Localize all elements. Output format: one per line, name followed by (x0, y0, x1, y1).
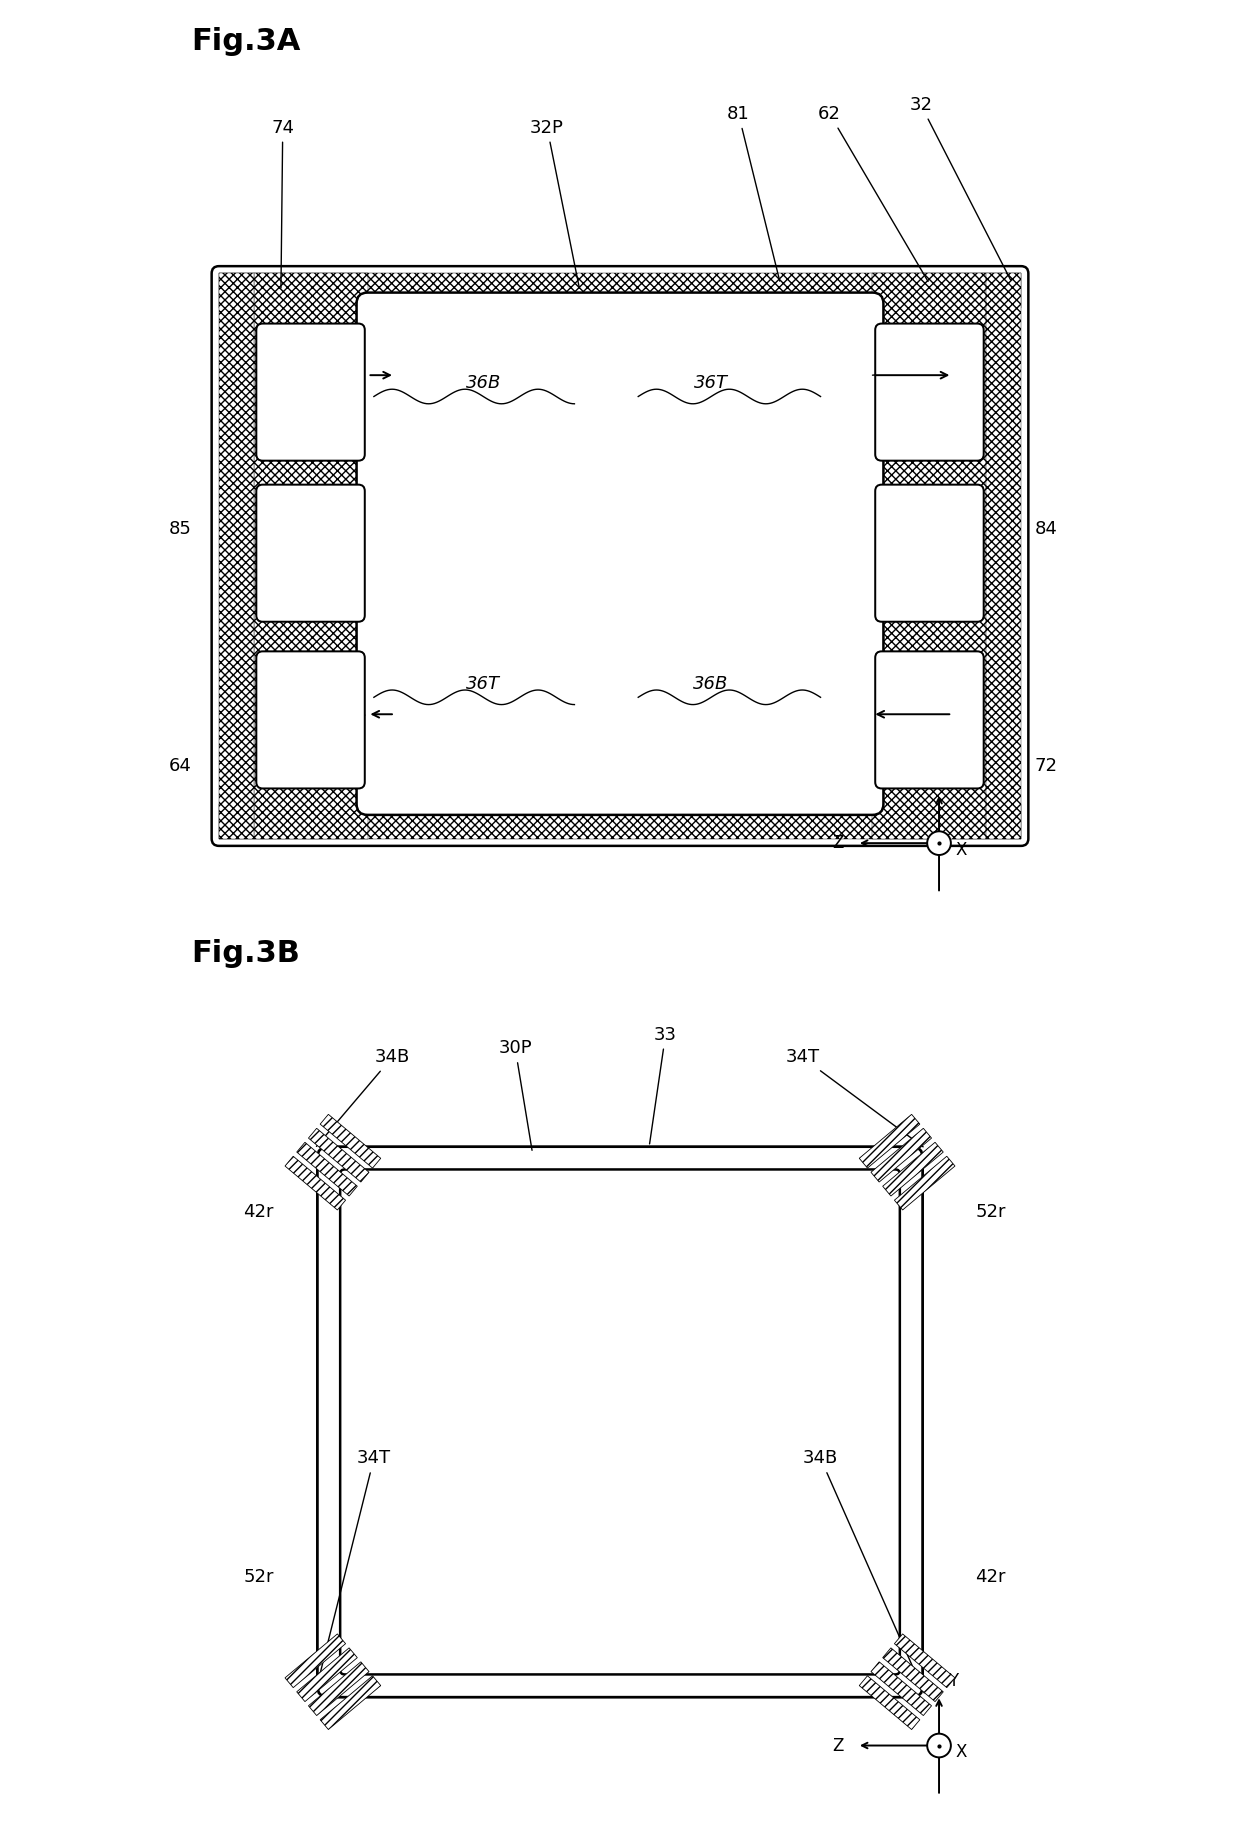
Text: Z: Z (832, 1737, 843, 1754)
Bar (883, 1143, 944, 1196)
Circle shape (928, 1734, 951, 1757)
Text: 36T: 36T (694, 374, 728, 392)
Bar (894, 1633, 955, 1688)
Text: 34T: 34T (315, 1449, 391, 1694)
Text: 30P: 30P (498, 1039, 532, 1150)
Text: 81: 81 (727, 106, 780, 281)
Bar (219, 273, 1021, 308)
Bar (894, 1156, 955, 1210)
Text: 36B: 36B (693, 675, 729, 693)
FancyBboxPatch shape (257, 485, 365, 622)
Text: Y: Y (949, 769, 959, 788)
Text: 36B: 36B (465, 374, 501, 392)
Circle shape (928, 831, 951, 855)
Bar (309, 1663, 370, 1715)
FancyBboxPatch shape (257, 651, 365, 788)
Bar (987, 273, 1021, 839)
Text: 72: 72 (1034, 757, 1058, 775)
Bar (219, 273, 253, 839)
Bar (320, 1675, 381, 1730)
Text: 33: 33 (650, 1026, 677, 1143)
Bar (253, 273, 367, 839)
Text: 62: 62 (818, 106, 928, 281)
FancyBboxPatch shape (875, 324, 983, 461)
Bar (285, 1633, 346, 1688)
Text: 84: 84 (1034, 520, 1058, 538)
FancyBboxPatch shape (357, 292, 883, 815)
Text: 82: 82 (308, 715, 365, 738)
Bar (859, 1114, 920, 1169)
Bar (309, 1128, 370, 1181)
Bar (296, 1648, 357, 1701)
Text: 32: 32 (909, 97, 1011, 281)
Text: 52r: 52r (243, 1568, 274, 1586)
Text: 36T: 36T (466, 675, 500, 693)
FancyBboxPatch shape (317, 1147, 923, 1697)
Bar (873, 273, 987, 839)
Text: 42r: 42r (243, 1203, 274, 1221)
Text: Z: Z (832, 835, 843, 851)
Text: 82: 82 (873, 365, 900, 383)
Text: 32P: 32P (531, 118, 579, 288)
Bar (320, 1114, 381, 1169)
FancyBboxPatch shape (340, 1170, 900, 1674)
Text: X: X (956, 840, 967, 859)
Text: Fig.3A: Fig.3A (192, 27, 301, 57)
Text: Y: Y (949, 1672, 959, 1690)
Text: 34B: 34B (316, 1048, 409, 1147)
Text: 42r: 42r (976, 1568, 1006, 1586)
Bar (285, 1156, 346, 1210)
Text: 74: 74 (272, 118, 294, 288)
Text: 34B: 34B (804, 1449, 924, 1694)
FancyBboxPatch shape (257, 324, 365, 461)
FancyBboxPatch shape (875, 651, 983, 788)
Text: 34T: 34T (785, 1048, 923, 1147)
Bar (883, 1648, 944, 1701)
Text: 64: 64 (169, 757, 192, 775)
Text: 85: 85 (169, 520, 192, 538)
FancyBboxPatch shape (875, 485, 983, 622)
FancyBboxPatch shape (212, 266, 1028, 846)
Text: 52r: 52r (976, 1203, 1006, 1221)
Text: Fig.3B: Fig.3B (192, 939, 300, 968)
Bar (870, 1128, 931, 1181)
Text: X: X (956, 1743, 967, 1761)
Bar (859, 1675, 920, 1730)
Bar (296, 1143, 357, 1196)
Bar (219, 804, 1021, 839)
Bar (870, 1663, 931, 1715)
